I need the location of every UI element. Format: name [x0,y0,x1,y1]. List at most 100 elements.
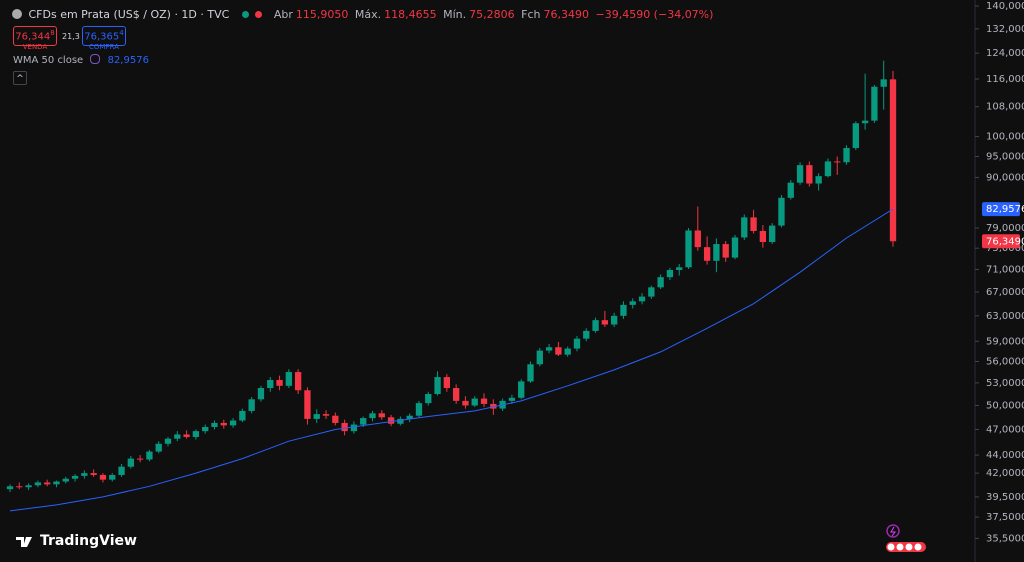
candle-body [806,165,813,184]
candle-body [462,400,469,406]
close-label: Fch [521,8,541,21]
candle-body [434,377,441,395]
settings-icon[interactable] [90,54,101,64]
wma-line [9,208,894,512]
candle-body [229,420,237,426]
y-tick-label: 75,0000 [986,243,1024,254]
candle-body [871,86,878,121]
buy-label: COMPRA [88,43,120,52]
status-dot [241,11,249,18]
candle-body [350,424,358,432]
buy-digit: 4 [119,29,124,37]
open-label: Abr [273,8,293,21]
y-tick-label: 132,0000 [986,24,1024,35]
candle-body [759,230,767,243]
change: −39,4590 (−34,07%) [595,8,714,21]
candle-body [174,434,181,439]
sell-digit: 8 [50,29,55,37]
candle-body [555,347,562,355]
y-tick-label: 59,0000 [986,336,1024,347]
symbol: CFDs em Prata (US$ / OZ) · 1D · TVC [28,8,230,21]
sell-price: 76,344 [15,31,51,43]
candle-body [889,79,897,242]
y-tick-label: 79,0000 [986,223,1024,234]
candle-body [34,482,42,486]
high-label: Máx. [354,8,382,21]
buy-price: 76,365 [84,31,120,43]
candle-body [638,296,646,302]
y-tick-label: 100,0000 [986,132,1024,143]
candle-body [239,410,246,421]
y-tick-label: 44,0000 [986,450,1024,461]
candle-body [267,379,274,389]
candle-body [99,474,107,480]
open: 115,9050 [295,8,349,21]
candle-body [676,267,683,270]
candle-body [452,388,460,401]
candle-body [471,398,478,406]
candle-body [731,237,739,258]
candle-body [322,414,330,416]
candle-body [332,415,339,423]
candle-body [220,422,227,426]
candle-body [490,403,497,409]
candle-body [136,458,144,460]
alerts[interactable] [886,524,926,552]
candle-body [536,350,543,365]
indicator-legend[interactable]: WMA 50 close 82,9576 [13,54,149,66]
candle-body [564,348,571,355]
y-tick-label: 95,0000 [986,151,1024,162]
candle-body [109,474,116,480]
symbol-header: CFDs em Prata (US$ / OZ) · 1D · TVC Abr 1… [12,8,716,21]
status-dot [255,11,263,18]
candle-body [778,197,785,226]
symbol-icon [12,9,22,19]
candle-body [545,347,553,351]
candle-body [713,244,720,261]
sell-button[interactable]: 76,3448 VENDA [13,26,57,51]
brand: TradingView [40,533,137,549]
candle-body [601,320,609,325]
candle-body [694,230,701,248]
spread: 21,3 [62,32,80,41]
candle-body [304,390,311,419]
wma-badge [982,202,1020,217]
candle-body [843,147,850,163]
candle-body [285,372,293,386]
y-tick-label: 124,0000 [986,48,1024,59]
y-tick-label: 37,5000 [986,512,1024,523]
candle-body [741,217,748,238]
candle-body [852,123,859,148]
candle-body [648,287,655,297]
y-tick-label: 108,0000 [986,102,1024,113]
candle-body [796,165,804,183]
candle-body [834,161,841,163]
candle-body [248,399,255,411]
candle-body [360,418,367,425]
candle-body [81,473,88,476]
candle-body [53,481,60,485]
candle-body [6,486,14,490]
y-tick-label: 50,0000 [986,400,1024,411]
candle-body [183,434,190,437]
candle-body [397,418,404,424]
candle-body [443,377,451,389]
candle-body [750,217,757,231]
candle-body [25,485,32,488]
close: 76,3490 [543,8,589,21]
candle-body [815,176,822,184]
candle-body [202,427,209,432]
candle-body [703,247,711,261]
price-badge-label: 76,3490 [986,236,1024,247]
sell-label: VENDA [22,43,48,52]
candle-body [16,486,23,488]
candle-body [62,478,69,482]
y-tick-label: 53,0000 [986,378,1024,389]
buy-button[interactable]: 76,3654 COMPRA [82,26,126,51]
collapse-button[interactable]: ^ [13,71,27,85]
wma-badge-label: 82,9576 [986,204,1024,215]
low: 75,2806 [469,8,515,21]
candle-body [685,230,692,268]
high: 118,4655 [384,8,437,21]
